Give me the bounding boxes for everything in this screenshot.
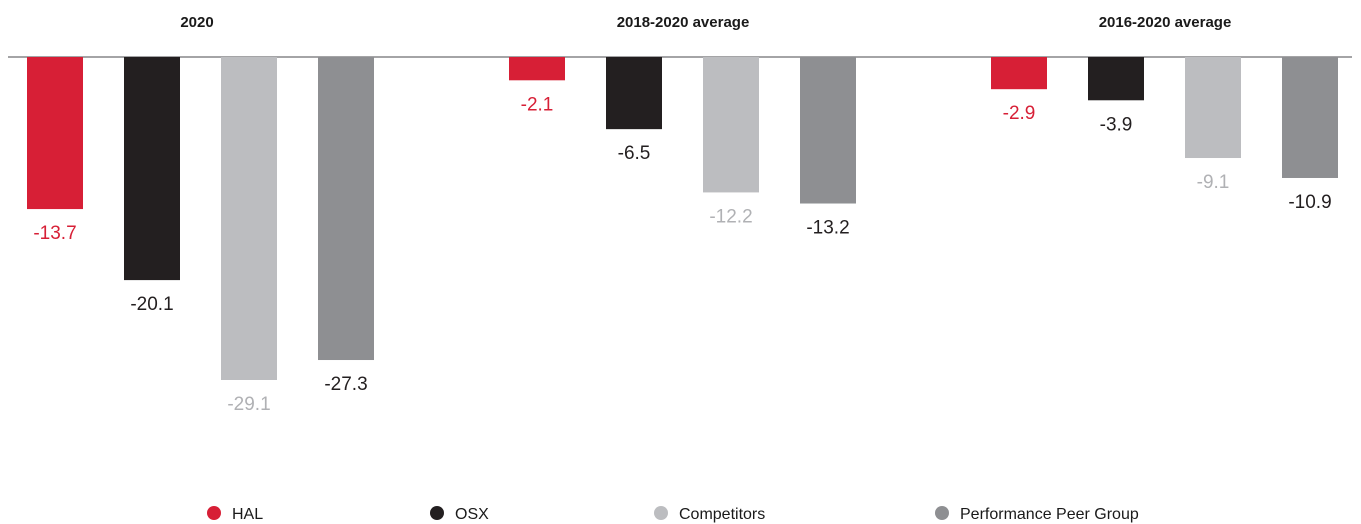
bar-performance-peer-group-2020 bbox=[318, 57, 374, 361]
group-title-2020: 2020 bbox=[180, 14, 213, 31]
bar-osx-2016-2020-average bbox=[1088, 57, 1144, 101]
bar-hal-2016-2020-average bbox=[991, 57, 1047, 90]
bar-competitors-2016-2020-average bbox=[1185, 57, 1241, 159]
legend-marker-performance-peer-group bbox=[935, 506, 949, 520]
value-label-performance-peer-group-2020: -27.3 bbox=[324, 374, 367, 395]
bar-hal-2018-2020-average bbox=[509, 57, 565, 81]
bar-osx-2020 bbox=[124, 57, 180, 281]
legend-label-competitors: Competitors bbox=[679, 506, 765, 523]
bar-osx-2018-2020-average bbox=[606, 57, 662, 130]
value-label-competitors-2018-2020-average: -12.2 bbox=[709, 206, 752, 227]
legend-marker-competitors bbox=[654, 506, 668, 520]
value-label-competitors-2020: -29.1 bbox=[227, 394, 270, 415]
group-title-2016-2020-average: 2016-2020 average bbox=[1099, 14, 1232, 31]
value-label-hal-2020: -13.7 bbox=[33, 223, 76, 244]
legend-marker-osx bbox=[430, 506, 444, 520]
group-title-2018-2020-average: 2018-2020 average bbox=[617, 14, 750, 31]
bar-performance-peer-group-2018-2020-average bbox=[800, 57, 856, 204]
value-label-hal-2016-2020-average: -2.9 bbox=[1003, 103, 1036, 124]
legend-label-performance-peer-group: Performance Peer Group bbox=[960, 506, 1139, 523]
value-label-osx-2020: -20.1 bbox=[130, 294, 173, 315]
value-label-performance-peer-group-2018-2020-average: -13.2 bbox=[806, 218, 849, 239]
value-label-performance-peer-group-2016-2020-average: -10.9 bbox=[1288, 192, 1331, 213]
value-label-osx-2018-2020-average: -6.5 bbox=[618, 143, 651, 164]
value-label-hal-2018-2020-average: -2.1 bbox=[521, 94, 554, 115]
legend-label-hal: HAL bbox=[232, 506, 263, 523]
bar-competitors-2020 bbox=[221, 57, 277, 380]
value-label-osx-2016-2020-average: -3.9 bbox=[1100, 114, 1133, 135]
bar-hal-2020 bbox=[27, 57, 83, 210]
bar-competitors-2018-2020-average bbox=[703, 57, 759, 193]
legend-marker-hal bbox=[207, 506, 221, 520]
bar-performance-peer-group-2016-2020-average bbox=[1282, 57, 1338, 178]
value-label-competitors-2016-2020-average: -9.1 bbox=[1197, 172, 1230, 193]
legend-label-osx: OSX bbox=[455, 506, 489, 523]
